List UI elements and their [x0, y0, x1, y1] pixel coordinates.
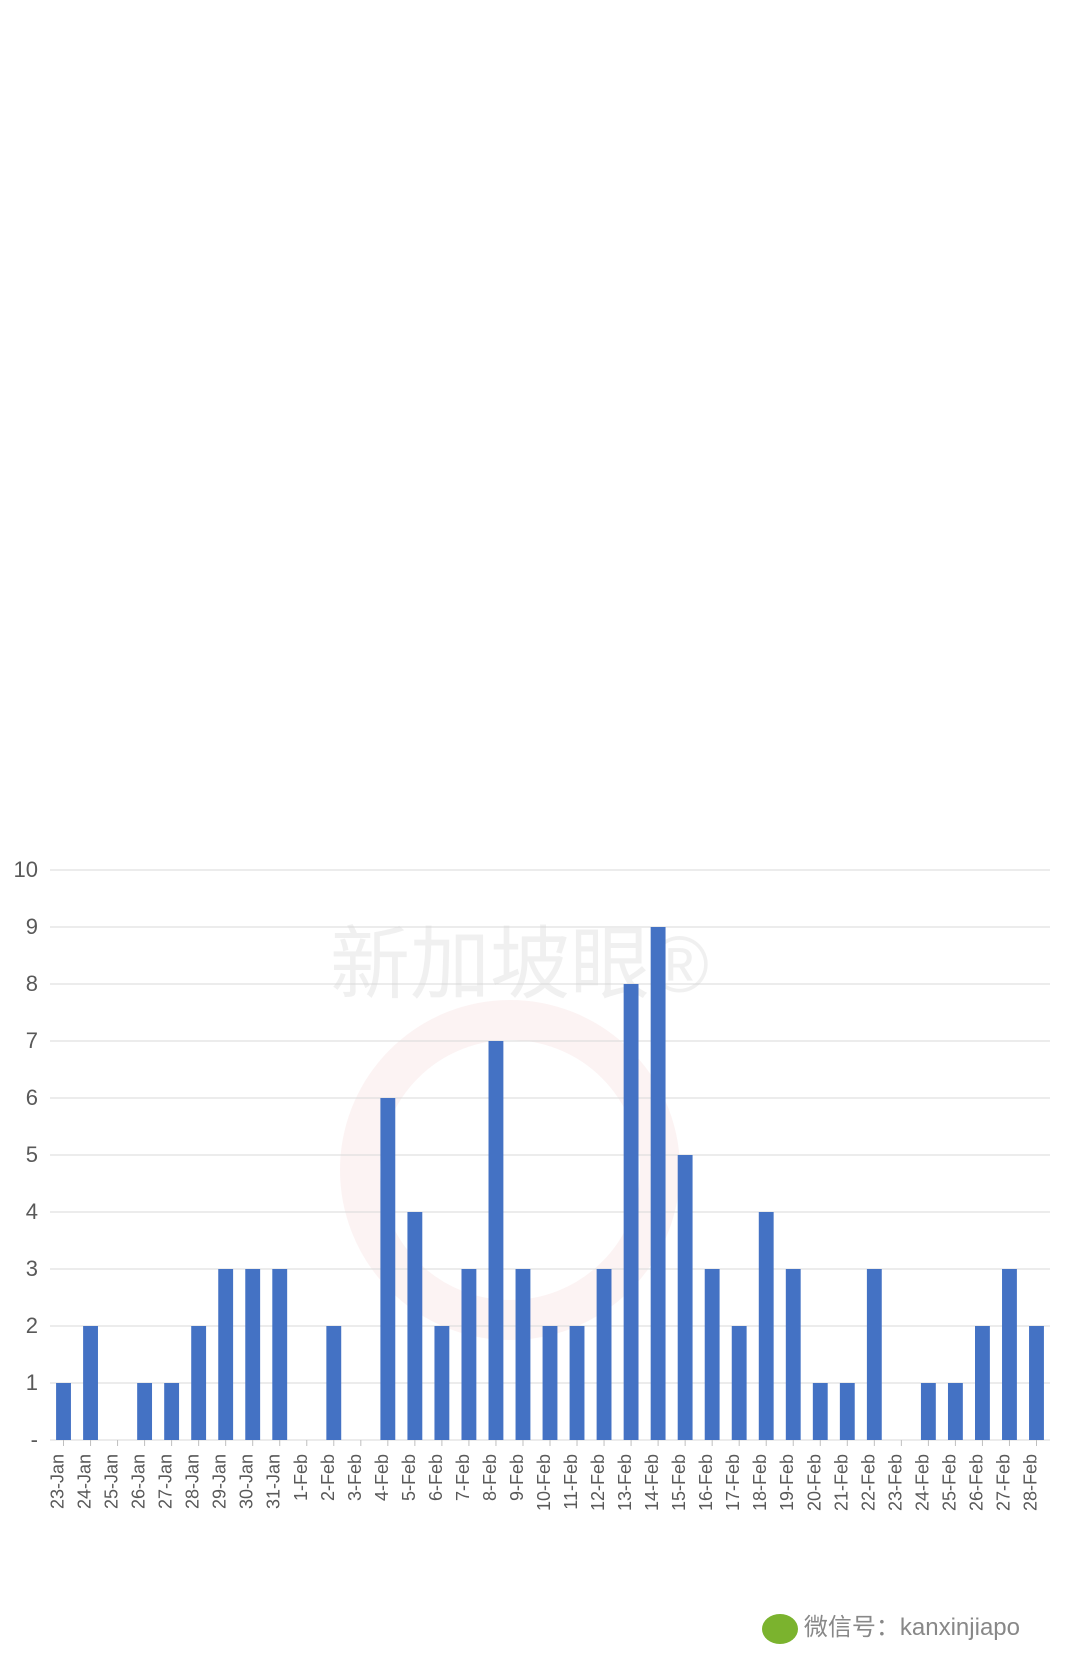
- svg-text:1: 1: [26, 1370, 38, 1395]
- svg-text:19-Feb: 19-Feb: [777, 1454, 797, 1511]
- svg-text:13-Feb: 13-Feb: [615, 1454, 635, 1511]
- svg-text:21-Feb: 21-Feb: [831, 1454, 851, 1511]
- svg-text:26-Feb: 26-Feb: [966, 1454, 986, 1511]
- svg-text:30-Jan: 30-Jan: [237, 1454, 257, 1509]
- svg-text:23-Feb: 23-Feb: [885, 1454, 905, 1511]
- svg-text:5-Feb: 5-Feb: [399, 1454, 419, 1501]
- svg-text:27-Jan: 27-Jan: [156, 1454, 176, 1509]
- svg-text:22-Feb: 22-Feb: [858, 1454, 878, 1511]
- bar-chart-container: 新加坡眼® -1234567891023-Jan24-Jan25-Jan26-J…: [0, 0, 1080, 1600]
- svg-text:8-Feb: 8-Feb: [480, 1454, 500, 1501]
- svg-text:15-Feb: 15-Feb: [669, 1454, 689, 1511]
- svg-text:-: -: [31, 1427, 38, 1452]
- svg-text:12-Feb: 12-Feb: [588, 1454, 608, 1511]
- svg-text:24-Jan: 24-Jan: [75, 1454, 95, 1509]
- svg-text:27-Feb: 27-Feb: [993, 1454, 1013, 1511]
- svg-text:31-Jan: 31-Jan: [264, 1454, 284, 1509]
- svg-text:9-Feb: 9-Feb: [507, 1454, 527, 1501]
- svg-text:6-Feb: 6-Feb: [426, 1454, 446, 1501]
- svg-text:2-Feb: 2-Feb: [318, 1454, 338, 1501]
- svg-text:2: 2: [26, 1313, 38, 1338]
- svg-text:23-Jan: 23-Jan: [48, 1454, 68, 1509]
- svg-text:17-Feb: 17-Feb: [723, 1454, 743, 1511]
- svg-text:10-Feb: 10-Feb: [534, 1454, 554, 1511]
- svg-text:20-Feb: 20-Feb: [804, 1454, 824, 1511]
- svg-text:7: 7: [26, 1028, 38, 1053]
- svg-text:29-Jan: 29-Jan: [210, 1454, 230, 1509]
- wechat-icon: [762, 1614, 798, 1644]
- svg-text:9: 9: [26, 914, 38, 939]
- svg-text:3: 3: [26, 1256, 38, 1281]
- svg-text:25-Feb: 25-Feb: [939, 1454, 959, 1511]
- svg-text:25-Jan: 25-Jan: [102, 1454, 122, 1509]
- svg-text:28-Feb: 28-Feb: [1020, 1454, 1040, 1511]
- svg-text:24-Feb: 24-Feb: [912, 1454, 932, 1511]
- svg-text:11-Feb: 11-Feb: [561, 1454, 581, 1510]
- svg-text:26-Jan: 26-Jan: [129, 1454, 149, 1509]
- footer-credit: 微信号：kanxinjiapo: [762, 1607, 1020, 1644]
- svg-text:8: 8: [26, 971, 38, 996]
- svg-text:4: 4: [26, 1199, 38, 1224]
- svg-text:3-Feb: 3-Feb: [345, 1454, 365, 1501]
- svg-text:18-Feb: 18-Feb: [750, 1454, 770, 1511]
- bar-chart-svg: - 1 2 3 4 5 6 7 8 9 10 23-Jan 24-Jan 25-Jan 26-Jan 27-J…: [0, 0, 1080, 1600]
- svg-text:6: 6: [26, 1085, 38, 1110]
- svg-text:28-Jan: 28-Jan: [183, 1454, 203, 1509]
- svg-text:16-Feb: 16-Feb: [696, 1454, 716, 1511]
- svg-text:10: 10: [14, 857, 38, 882]
- svg-text:1-Feb: 1-Feb: [291, 1454, 311, 1501]
- svg-text:7-Feb: 7-Feb: [453, 1454, 473, 1501]
- svg-text:5: 5: [26, 1142, 38, 1167]
- svg-text:4-Feb: 4-Feb: [372, 1454, 392, 1501]
- svg-text:14-Feb: 14-Feb: [642, 1454, 662, 1511]
